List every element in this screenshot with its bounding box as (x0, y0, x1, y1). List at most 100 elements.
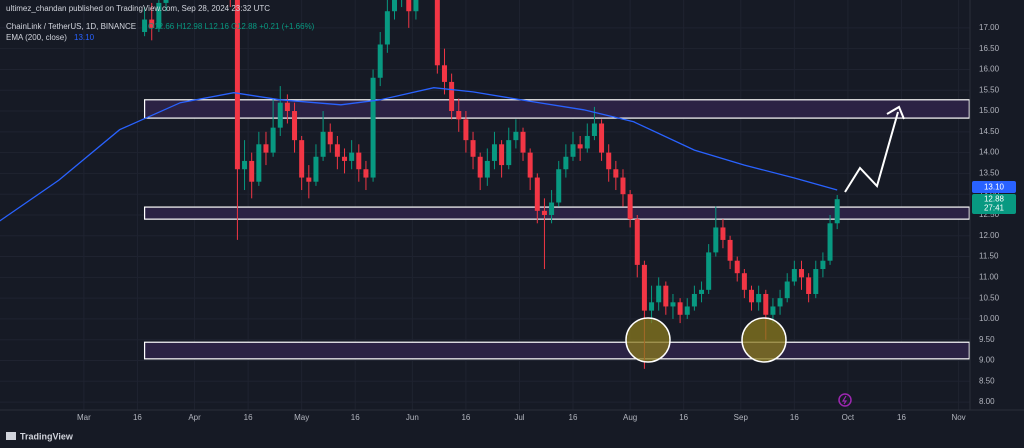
publisher: ultimez_chandan published on TradingView… (6, 4, 270, 13)
y-tick-label: 9.00 (979, 356, 995, 365)
candle-body (634, 219, 640, 265)
candle-body (677, 302, 683, 315)
y-tick-label: 14.00 (979, 148, 1000, 157)
candle-body (363, 169, 369, 178)
candle-body (441, 65, 447, 82)
arrow-head (886, 105, 905, 120)
projection-arrow (844, 111, 899, 193)
candle-body (349, 152, 355, 161)
candle-body (834, 199, 840, 224)
axes: 8.00 8.50 9.00 9.50 10.00 10.50 11.00 11.50 12.0… (77, 23, 1000, 422)
candles (142, 0, 840, 369)
candle-body (342, 156, 348, 161)
x-tick-label: 16 (133, 413, 142, 422)
zone (143, 341, 970, 360)
candle-body (584, 135, 590, 149)
candle-body (570, 144, 576, 157)
candle-body (406, 0, 412, 12)
candle-body (377, 44, 383, 78)
candle-body (820, 260, 826, 270)
candle-body (741, 273, 747, 290)
candle-body (613, 169, 619, 178)
candle-body (663, 285, 669, 307)
candle-body (356, 152, 362, 170)
y-tick-label: 13.50 (979, 169, 1000, 178)
candle-body (563, 156, 569, 170)
candle-body (806, 277, 812, 294)
candle-body (284, 102, 290, 112)
highlight-circle (625, 317, 671, 363)
candle-body (734, 260, 740, 274)
candle-body (456, 111, 462, 120)
candle-body (299, 140, 305, 178)
candle-body (506, 140, 512, 166)
candle-body (813, 269, 819, 294)
y-tick-label: 14.50 (979, 127, 1000, 136)
candle-body (777, 298, 783, 307)
y-tick-label: 10.00 (979, 314, 1000, 323)
x-tick-label: Nov (951, 413, 965, 422)
candle-body (470, 140, 476, 157)
x-tick-label: Jul (514, 413, 524, 422)
candle-body (620, 177, 626, 195)
candle-body (656, 285, 662, 303)
x-tick-label: Oct (842, 413, 855, 422)
candle-body (720, 227, 726, 240)
candle-body (699, 289, 705, 294)
candle-body (520, 131, 526, 153)
candle-body (163, 0, 169, 3)
candle-body (242, 160, 248, 170)
candle-body (449, 81, 455, 112)
candle-body (306, 177, 312, 182)
logo (6, 432, 16, 440)
candle-body (641, 264, 647, 311)
ohlc: O12.66 H12.98 L12.16 C12.88 +0.21 (+1.66… (148, 22, 315, 31)
x-tick-label: 16 (790, 413, 799, 422)
x-tick-label: May (294, 413, 309, 422)
brand: TradingView (20, 431, 74, 441)
candle-body (513, 131, 519, 141)
y-tick-label: 13.00 (979, 189, 1000, 198)
y-tick-label: 8.00 (979, 397, 995, 406)
candle-body (370, 77, 376, 178)
y-tick-label: 16.00 (979, 65, 1000, 74)
candle-body (770, 306, 776, 315)
indicator-name: EMA (200, close) (6, 33, 67, 42)
candle-body (649, 302, 655, 311)
y-tick-label: 8.50 (979, 376, 995, 385)
candle-body (791, 269, 797, 282)
countdown-label: 27:41 (984, 204, 1005, 213)
candle-body (577, 144, 583, 149)
y-tick-label: 15.50 (979, 85, 1000, 94)
zone (143, 99, 970, 119)
candle-body (270, 127, 276, 153)
candle-body (263, 144, 269, 153)
event-icon (838, 393, 852, 407)
candle-body (756, 293, 762, 303)
candle-body (234, 0, 240, 170)
candle-body (599, 123, 605, 153)
x-tick-label: 16 (569, 413, 578, 422)
candle-body (327, 131, 333, 145)
candle-body (434, 0, 440, 66)
candle-body (292, 111, 298, 141)
candle-body (549, 202, 555, 215)
candle-body (491, 144, 497, 161)
candle-body (798, 269, 804, 278)
x-tick-label: 16 (351, 413, 360, 422)
y-tick-label: 16.50 (979, 44, 1000, 53)
x-tick-label: Aug (623, 413, 637, 422)
candle-body (313, 156, 319, 182)
candle-body (706, 252, 712, 290)
indicator-value: 13.10 (74, 33, 95, 42)
x-tick-label: 16 (679, 413, 688, 422)
ema-line (0, 87, 838, 222)
candle-body (527, 152, 533, 178)
x-tick-label: 16 (461, 413, 470, 422)
candle-body (591, 123, 597, 136)
candle-body (606, 152, 612, 170)
candle-body (484, 160, 490, 178)
candle-body (499, 144, 505, 166)
